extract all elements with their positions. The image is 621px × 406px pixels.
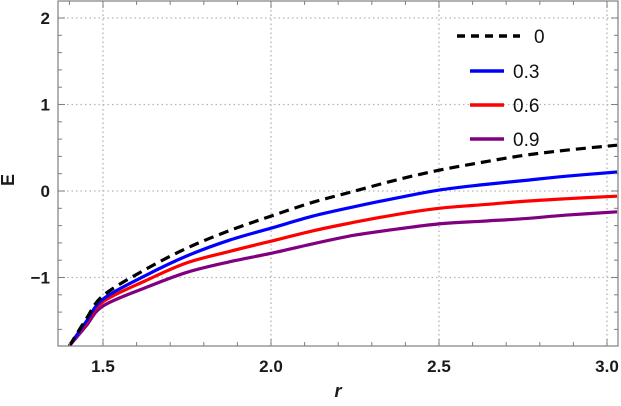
x-tick-labels: 1.5 2.0 2.5 3.0: [91, 357, 619, 376]
curve-series-0_3: [68, 170, 618, 346]
curve-series-0: [68, 143, 618, 346]
legend-item: 0: [457, 27, 545, 48]
x-tick-label: 3.0: [595, 357, 619, 376]
x-tick-label: 2.0: [259, 357, 283, 376]
data-curves: [68, 143, 618, 346]
legend-label: 0: [534, 27, 545, 48]
curve-series-0_6: [68, 194, 618, 346]
y-tick-label: −1: [31, 269, 50, 288]
x-axis-label: r: [334, 381, 342, 401]
y-tick-labels: −1 0 1 2: [31, 9, 50, 288]
legend: 0 0.3 0.6 0.9: [457, 27, 545, 151]
plot-frame-rect: [57, 0, 619, 347]
plot-frame: [57, 0, 619, 347]
grid-lines: [58, 1, 618, 346]
legend-item: 0.6: [470, 96, 539, 117]
legend-label: 0.9: [513, 130, 539, 151]
legend-item: 0.3: [470, 62, 539, 83]
y-tick-label: 0: [41, 182, 50, 201]
y-axis-label: E: [0, 174, 18, 186]
curve-series-0_9: [68, 210, 618, 346]
axis-ticks: [58, 1, 618, 346]
legend-label: 0.6: [513, 96, 539, 117]
y-tick-label: 2: [41, 9, 50, 28]
x-tick-label: 1.5: [91, 357, 115, 376]
y-tick-label: 1: [41, 96, 50, 115]
legend-label: 0.3: [513, 62, 539, 83]
x-tick-label: 2.5: [427, 357, 451, 376]
legend-item: 0.9: [470, 130, 539, 151]
